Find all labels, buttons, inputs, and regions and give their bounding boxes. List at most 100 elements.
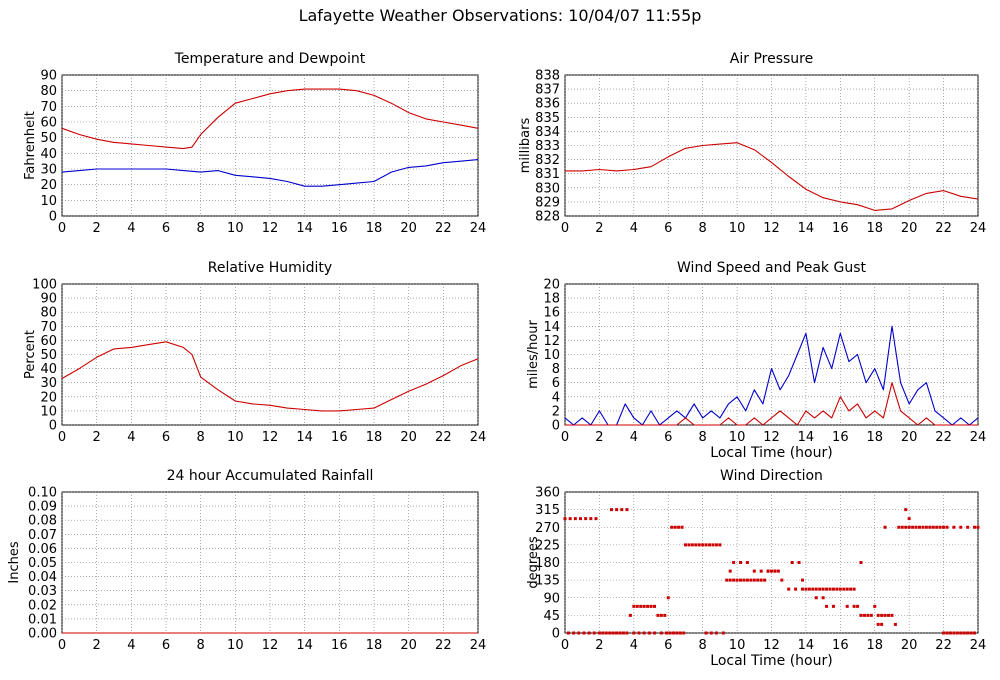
x-tick-label: 8 xyxy=(197,221,205,236)
y-tick-label: 100 xyxy=(32,278,57,293)
x-tick-label: 8 xyxy=(699,221,707,236)
series-gust-line xyxy=(564,325,979,426)
y-axis-label: Inches xyxy=(7,541,22,583)
y-tick-label: 4 xyxy=(552,390,560,405)
x-tick-label: 16 xyxy=(832,221,849,236)
series-direction-point xyxy=(818,587,822,591)
y-tick-label: 20 xyxy=(40,178,57,193)
series-direction-point xyxy=(790,561,794,564)
x-tick-label: 24 xyxy=(470,430,487,445)
series-direction-point xyxy=(880,613,884,617)
series-direction-point xyxy=(701,543,705,547)
series-direction-point xyxy=(973,525,977,529)
series-direction-point xyxy=(615,631,619,635)
series-direction-point xyxy=(604,631,608,635)
series-humidity-line xyxy=(61,341,479,412)
series-direction-point xyxy=(601,631,605,635)
series-direction-point xyxy=(578,517,582,521)
series-direction-point xyxy=(814,587,818,591)
x-tick-label: 4 xyxy=(630,638,638,653)
series-direction-point xyxy=(869,613,873,617)
x-tick-label: 14 xyxy=(798,638,815,653)
series-direction-point xyxy=(618,631,622,635)
series-direction-point xyxy=(584,517,588,521)
x-tick-label: 24 xyxy=(970,638,987,653)
y-tick-label: 50 xyxy=(40,348,57,363)
x-tick-label: 14 xyxy=(296,430,313,445)
series-direction-point xyxy=(709,631,713,635)
x-tick-label: 0 xyxy=(561,221,569,236)
y-tick-label: 180 xyxy=(535,556,560,571)
y-tick-label: 40 xyxy=(40,147,57,162)
y-tick-label: 10 xyxy=(543,348,560,363)
series-direction-point xyxy=(856,604,860,608)
series-direction-point xyxy=(721,631,725,635)
series-direction-point xyxy=(787,587,791,591)
x-tick-label: 22 xyxy=(935,221,952,236)
series-direction-point xyxy=(615,508,619,512)
x-tick-label: 8 xyxy=(197,638,205,653)
x-tick-label: 0 xyxy=(561,430,569,445)
x-tick-label: 14 xyxy=(798,430,815,445)
y-tick-label: 10 xyxy=(40,404,57,419)
series-direction-point xyxy=(678,631,682,635)
series-direction-point xyxy=(766,569,770,573)
series-direction-point xyxy=(966,631,970,635)
series-direction-point xyxy=(637,631,641,635)
series-direction-point xyxy=(704,631,708,635)
y-tick-label: 60 xyxy=(40,334,57,349)
series-direction-point xyxy=(675,631,679,635)
y-axis-label: millibars xyxy=(518,118,533,174)
y-tick-label: 832 xyxy=(535,153,560,168)
x-tick-label: 2 xyxy=(93,638,101,653)
y-tick-label: 0.00 xyxy=(28,627,57,642)
y-tick-label: 0.05 xyxy=(28,556,57,571)
y-axis-label: Fahrenheit xyxy=(23,111,38,180)
series-direction-point xyxy=(959,631,963,635)
x-tick-label: 18 xyxy=(366,638,383,653)
x-tick-label: 20 xyxy=(901,221,918,236)
series-direction-point xyxy=(671,631,675,635)
series-direction-point xyxy=(800,578,804,582)
series-direction-point xyxy=(973,631,977,635)
series-direction-point xyxy=(739,578,743,582)
series-direction-point xyxy=(842,587,846,591)
y-axis-label: miles/hour xyxy=(526,319,541,388)
x-tick-label: 24 xyxy=(470,221,487,236)
series-direction-point xyxy=(938,525,942,529)
x-tick-label: 4 xyxy=(127,638,135,653)
series-direction-point xyxy=(589,517,593,521)
series-direction-point xyxy=(821,596,825,600)
series-direction-point xyxy=(666,596,670,600)
y-tick-label: 831 xyxy=(535,167,560,182)
series-direction-point xyxy=(976,525,980,529)
series-direction-point xyxy=(873,604,877,608)
x-tick-label: 4 xyxy=(127,221,135,236)
series-temperature-line xyxy=(61,88,479,150)
series-direction-point xyxy=(928,525,932,529)
y-tick-label: 45 xyxy=(543,609,560,624)
series-direction-point xyxy=(900,525,904,529)
y-axis-label: Percent xyxy=(23,330,38,379)
series-direction-point xyxy=(677,525,681,529)
chart-title: Wind Speed and Peak Gust xyxy=(677,260,866,276)
x-tick-label: 20 xyxy=(400,638,417,653)
series-direction-point xyxy=(745,578,749,582)
y-tick-label: 12 xyxy=(543,334,560,349)
x-tick-label: 16 xyxy=(331,430,348,445)
series-direction-point xyxy=(907,525,911,529)
x-tick-label: 12 xyxy=(262,221,279,236)
y-tick-label: 70 xyxy=(40,100,57,115)
series-direction-point xyxy=(563,517,567,521)
series-direction-point xyxy=(845,604,849,608)
series-direction-point xyxy=(914,525,918,529)
chart-title: Relative Humidity xyxy=(208,260,332,276)
x-tick-label: 20 xyxy=(400,430,417,445)
y-tick-label: 30 xyxy=(40,376,57,391)
x-tick-label: 14 xyxy=(798,221,815,236)
series-direction-point xyxy=(756,578,760,582)
series-direction-point xyxy=(622,631,626,635)
series-direction-point xyxy=(572,631,576,635)
series-direction-point xyxy=(725,578,729,582)
